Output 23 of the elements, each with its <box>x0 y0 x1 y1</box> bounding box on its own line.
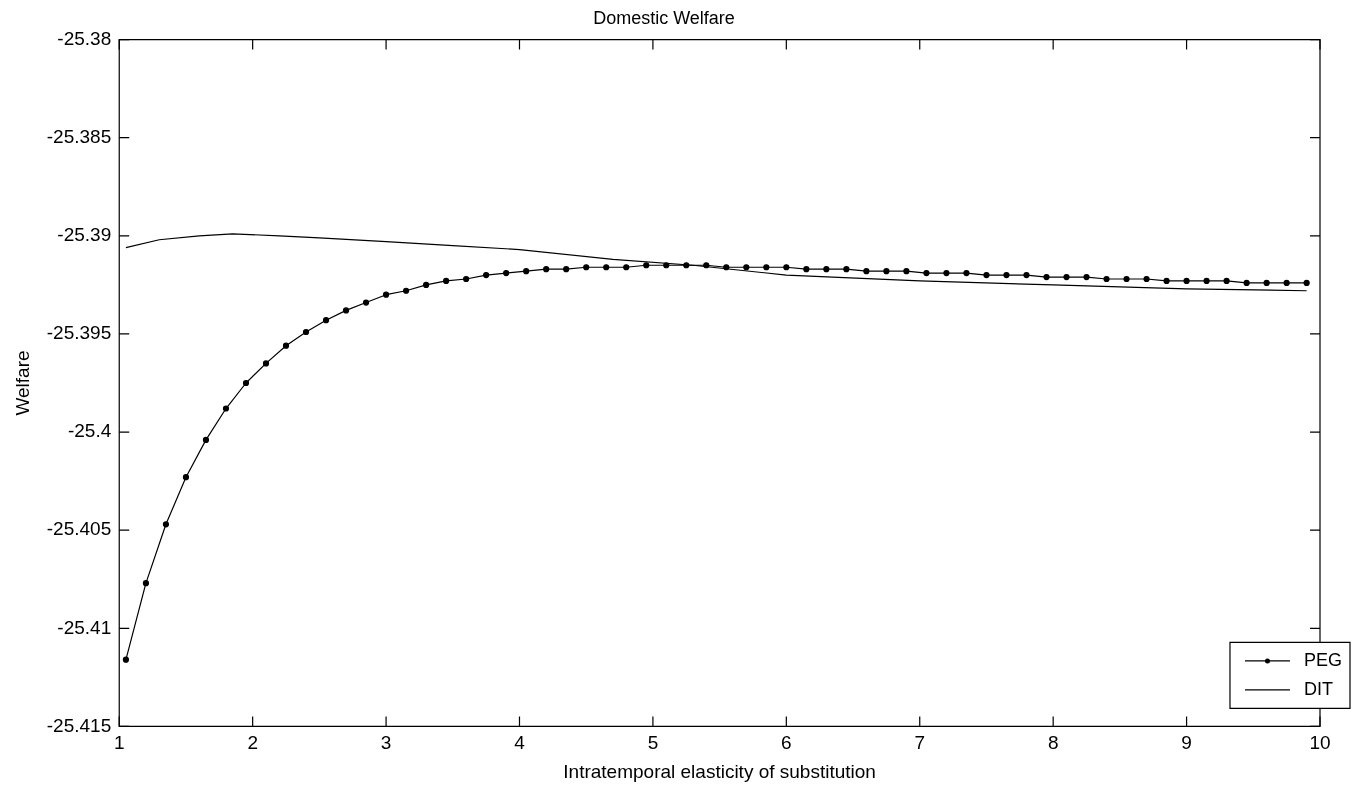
y-tick-label: -25.41 <box>57 616 112 638</box>
x-tick-label: 6 <box>781 732 792 754</box>
x-tick-label: 8 <box>1047 732 1059 754</box>
x-tick-label: 10 <box>1309 732 1331 754</box>
y-tick-label: -25.4 <box>67 420 112 442</box>
x-tick-label: 1 <box>113 732 125 754</box>
x-tick-label: 4 <box>514 732 526 754</box>
y-tick-label: -25.405 <box>46 518 112 540</box>
x-tick-label: 5 <box>647 732 659 754</box>
chart-title: Domestic Welfare <box>593 7 735 28</box>
y-tick-label: -25.38 <box>57 27 112 49</box>
y-tick-label: -25.415 <box>46 714 112 736</box>
y-tick-label: -25.39 <box>57 224 112 246</box>
y-tick-label: -25.395 <box>46 322 112 344</box>
legend-label: PEG <box>1303 649 1342 670</box>
x-tick-label: 9 <box>1181 732 1192 754</box>
x-tick-label: 2 <box>247 732 258 754</box>
y-axis-title: Welfare <box>11 350 33 416</box>
legend-label: DIT <box>1303 678 1333 699</box>
x-tick-label: 3 <box>380 732 392 754</box>
x-tick-label: 7 <box>914 732 926 754</box>
y-tick-label: -25.385 <box>46 125 112 147</box>
x-axis-title: Intratemporal elasticity of substitution <box>563 760 876 782</box>
